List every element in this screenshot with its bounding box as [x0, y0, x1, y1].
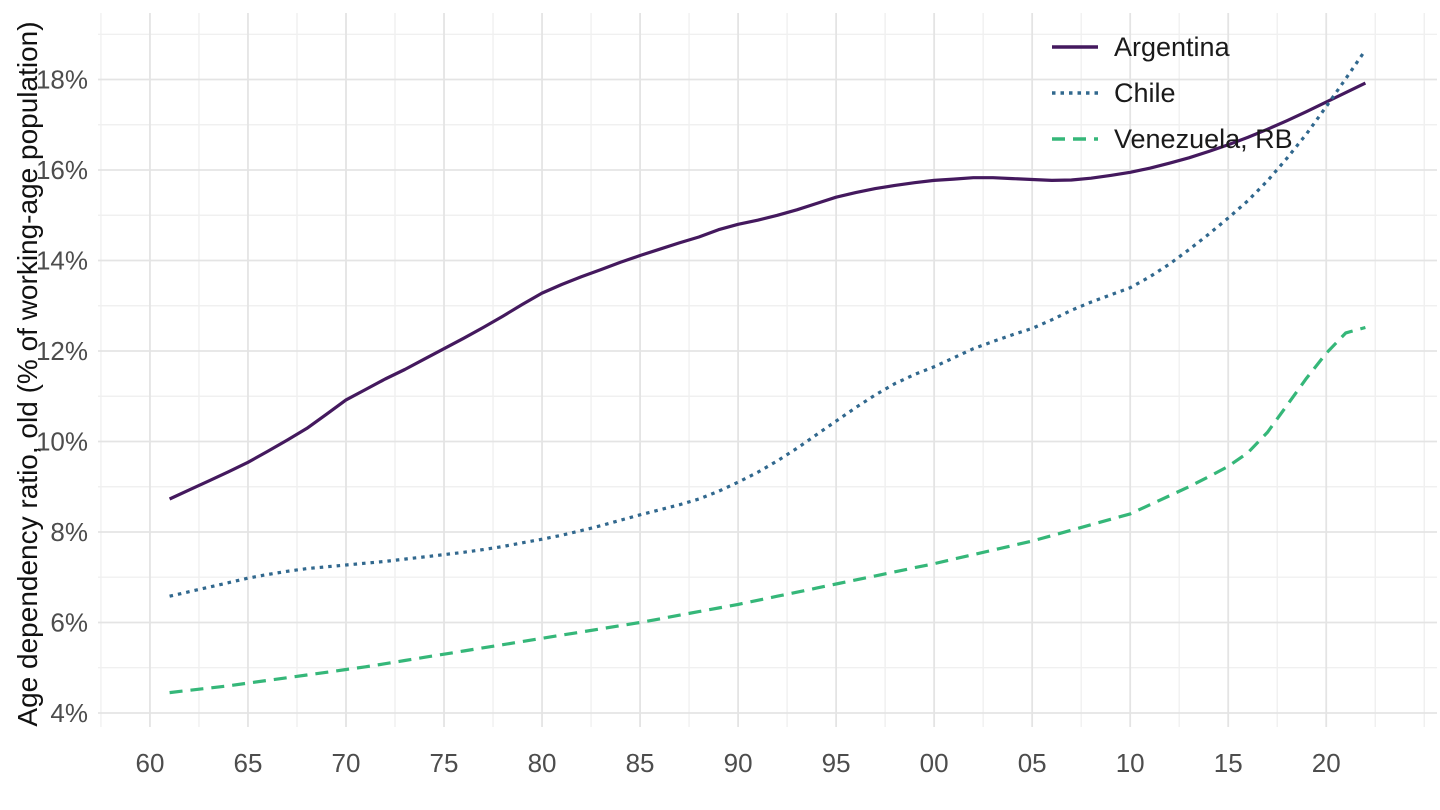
x-tick-label: 90	[724, 748, 753, 778]
y-tick-label: 8%	[50, 517, 88, 547]
x-tick-label: 80	[528, 748, 557, 778]
x-tick-label: 10	[1116, 748, 1145, 778]
y-tick-label: 12%	[36, 336, 88, 366]
x-tick-label: 20	[1312, 748, 1341, 778]
y-tick-label: 10%	[36, 426, 88, 456]
y-tick-label: 6%	[50, 607, 88, 637]
series-line-chile	[169, 49, 1367, 598]
series-line-venezuela-rb	[169, 325, 1366, 695]
series-line-argentina	[168, 81, 1367, 501]
x-tick-label: 95	[822, 748, 851, 778]
x-tick-label: 60	[135, 748, 164, 778]
x-tick-label: 00	[920, 748, 949, 778]
x-tick-label: 75	[430, 748, 459, 778]
x-tick-label: 15	[1214, 748, 1243, 778]
x-tick-label: 05	[1018, 748, 1047, 778]
y-axis-title: Age dependency ratio, old (% of working-…	[12, 21, 43, 727]
y-tick-label: 18%	[36, 65, 88, 95]
y-tick-label: 14%	[36, 246, 88, 276]
x-tick-label: 70	[332, 748, 361, 778]
y-tick-label: 4%	[50, 698, 88, 728]
legend-label-argentina: Argentina	[1114, 32, 1231, 62]
x-tick-label: 85	[626, 748, 655, 778]
x-tick-label: 65	[234, 748, 263, 778]
legend-label-chile: Chile	[1114, 78, 1176, 108]
y-tick-label: 16%	[36, 155, 88, 185]
legend-label-venezuela-rb: Venezuela, RB	[1114, 124, 1293, 154]
